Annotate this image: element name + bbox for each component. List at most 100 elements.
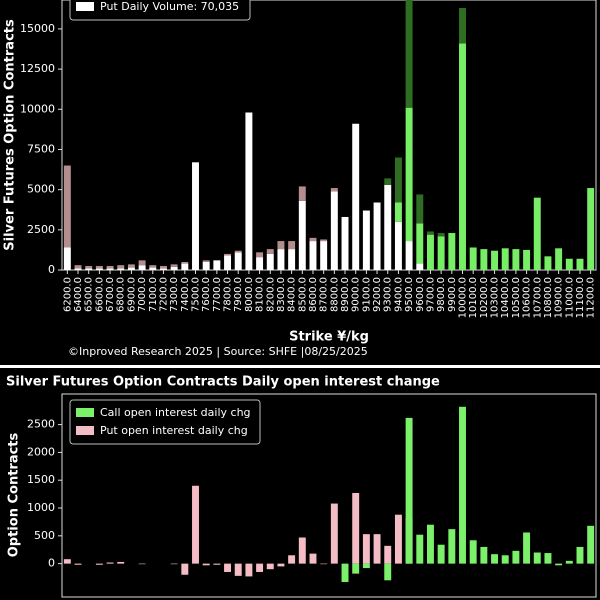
x-tick-label: 7400.0	[180, 277, 191, 312]
bar	[512, 249, 520, 270]
bar	[512, 550, 520, 564]
bar	[426, 234, 434, 270]
bar	[373, 202, 381, 270]
y-tick-label: 5000	[27, 183, 55, 196]
x-tick-label: 9500.0	[404, 277, 415, 312]
bar	[117, 268, 125, 270]
bar	[266, 249, 274, 254]
bar	[95, 268, 103, 270]
x-tick-label: 9400.0	[393, 277, 404, 312]
bar	[352, 492, 360, 564]
bar	[437, 236, 445, 270]
x-tick-label: 9200.0	[372, 277, 383, 312]
x-tick-label: 8800.0	[329, 277, 340, 312]
bar	[394, 221, 402, 270]
bar	[544, 553, 552, 564]
bar	[426, 231, 434, 235]
x-tick-label: 9300.0	[383, 277, 394, 312]
bar	[576, 546, 584, 564]
bar	[437, 233, 445, 237]
bar	[491, 554, 499, 564]
bar	[170, 264, 178, 267]
y-tick-label: 15000	[20, 22, 55, 35]
bar	[288, 249, 296, 270]
x-tick-label: 10200.0	[479, 277, 490, 318]
bar	[266, 563, 274, 570]
bar	[245, 112, 253, 270]
bar	[384, 563, 392, 581]
x-tick-label: 7100.0	[148, 277, 159, 312]
x-tick-label: 7700.0	[212, 277, 223, 312]
bar	[352, 563, 360, 574]
x-tick-label: 8400.0	[287, 277, 298, 312]
legend-swatch	[76, 2, 94, 11]
bar	[555, 563, 563, 566]
bar	[181, 263, 189, 270]
bar	[394, 202, 402, 222]
bar	[544, 256, 552, 270]
y-tick-label: 0	[48, 557, 55, 570]
bar	[576, 258, 584, 270]
bar	[320, 239, 328, 242]
bar	[277, 563, 285, 567]
y-tick-label: 2500	[27, 418, 55, 431]
bar	[405, 107, 413, 242]
bar	[491, 250, 499, 270]
bar	[234, 252, 242, 270]
x-tick-label: 10400.0	[500, 277, 511, 318]
y-axis-label: Silver Futures Option Contracts	[3, 19, 18, 251]
bar	[523, 249, 531, 270]
bar	[63, 165, 71, 248]
x-tick-label: 6500.0	[84, 277, 95, 312]
x-tick-label: 7300.0	[169, 277, 180, 312]
bar	[416, 223, 424, 264]
x-tick-label: 6600.0	[94, 277, 105, 312]
bar	[266, 253, 274, 270]
x-tick-label: 9900.0	[447, 277, 458, 312]
bar	[330, 191, 338, 270]
bar	[437, 544, 445, 564]
bar	[384, 545, 392, 564]
x-tick-label: 9000.0	[351, 277, 362, 312]
bar	[256, 563, 264, 572]
bar	[202, 563, 210, 566]
bar	[256, 257, 264, 270]
x-tick-label: 11000.0	[564, 277, 575, 318]
bar	[448, 529, 456, 564]
bar	[587, 188, 595, 270]
bar	[234, 563, 242, 576]
bar	[309, 553, 317, 564]
x-tick-label: 10500.0	[511, 277, 522, 318]
x-tick-label: 9600.0	[415, 277, 426, 312]
bar	[192, 485, 199, 564]
bar	[362, 534, 370, 564]
x-tick-label: 10100.0	[468, 277, 479, 318]
x-tick-label: 7000.0	[137, 277, 148, 312]
bar	[127, 264, 135, 268]
legend-label: Put open interest daily chg	[100, 424, 248, 437]
x-tick-label: 7200.0	[158, 277, 169, 312]
x-tick-label: 10800.0	[543, 277, 554, 318]
legend-label: Call open interest daily chg	[100, 406, 251, 419]
bar	[459, 43, 466, 271]
bar	[330, 503, 338, 564]
y-tick-label: 12500	[20, 62, 55, 75]
bar	[149, 267, 157, 270]
x-tick-label: 8300.0	[276, 277, 287, 312]
x-tick-label: 8500.0	[297, 277, 308, 312]
bar	[448, 233, 456, 270]
top-panel	[0, 0, 600, 365]
bar	[298, 186, 306, 201]
y-tick-label: 2500	[27, 223, 55, 236]
bar	[106, 268, 114, 270]
y-tick-label: 1000	[27, 501, 55, 514]
bar	[277, 249, 285, 270]
bar	[394, 514, 402, 564]
bar	[181, 261, 189, 264]
x-tick-label: 10900.0	[554, 277, 565, 318]
y-tick-label: 2000	[27, 445, 55, 458]
bar	[213, 260, 221, 270]
legend-swatch	[76, 426, 94, 435]
